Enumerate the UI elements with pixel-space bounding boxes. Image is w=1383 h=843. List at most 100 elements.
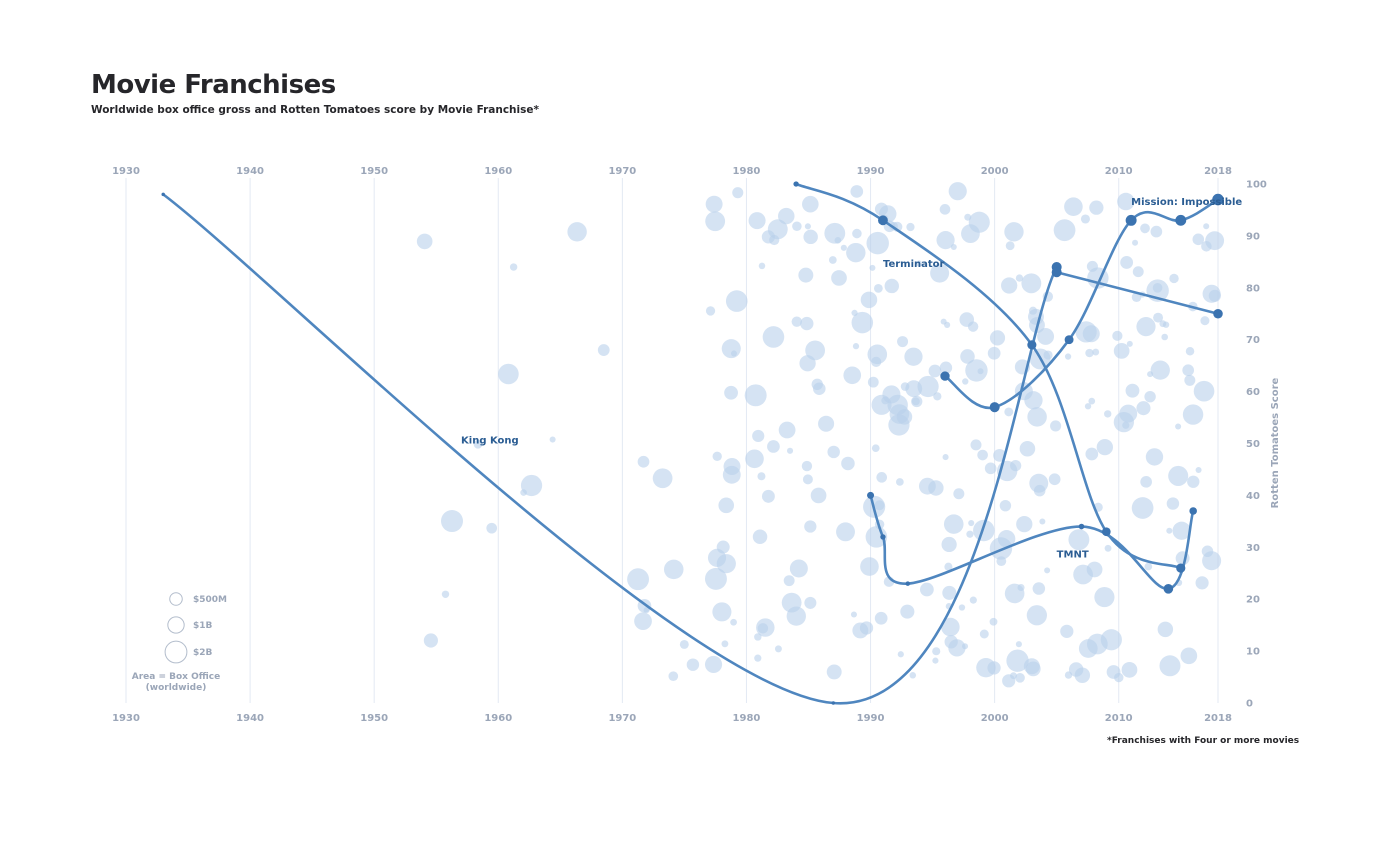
film-bubble	[1152, 282, 1163, 293]
film-bubble	[1075, 321, 1097, 343]
film-bubble	[1136, 317, 1156, 337]
film-bubble	[1019, 440, 1036, 457]
film-bubble	[841, 456, 855, 471]
film-bubble	[1084, 403, 1092, 410]
series-point-unnamed	[1213, 308, 1223, 319]
series-label: Mission: Impossible	[1131, 197, 1242, 208]
film-bubble	[965, 359, 988, 382]
film-bubble	[1145, 448, 1164, 466]
series-point-mission-impossible	[1175, 214, 1187, 226]
film-bubble	[1203, 223, 1210, 230]
film-bubble	[1027, 407, 1047, 427]
film-bubble	[716, 554, 736, 574]
film-bubble	[936, 231, 955, 250]
film-bubble	[1144, 562, 1153, 571]
series-label: Terminator	[883, 259, 945, 270]
film-bubble	[1195, 466, 1202, 473]
legend-circle	[169, 592, 183, 606]
film-bubble	[721, 339, 741, 359]
x-tick-bottom: 1950	[360, 713, 388, 724]
x-tick-top: 1970	[608, 166, 636, 177]
film-bubble	[1004, 407, 1014, 417]
film-bubble	[953, 488, 965, 500]
film-bubble	[712, 451, 722, 462]
film-bubble	[943, 514, 964, 534]
film-bubble	[792, 221, 802, 231]
film-bubble	[652, 468, 673, 489]
film-bubble	[1113, 411, 1135, 433]
series-point-mission-impossible	[1064, 335, 1074, 345]
series-point-tmnt	[905, 581, 911, 586]
film-bubble	[1002, 674, 1016, 688]
film-bubble	[1131, 497, 1154, 519]
x-tick-bottom: 1970	[608, 713, 636, 724]
film-bubble	[752, 529, 768, 544]
film-bubble	[1104, 410, 1112, 418]
film-bubble	[520, 489, 527, 496]
series-point-mission-impossible	[989, 402, 1000, 413]
film-bubble	[932, 657, 939, 664]
film-bubble	[973, 519, 995, 542]
film-bubble	[705, 211, 726, 232]
film-bubble	[932, 647, 941, 656]
axes: Rotten Tomatoes Score 1930 1930 1940 1940 19…	[112, 166, 1281, 724]
film-bubble	[441, 590, 450, 598]
film-bubble	[911, 395, 923, 408]
film-bubble	[1201, 241, 1212, 252]
legend-caption: Area = Box Office	[132, 672, 221, 682]
film-bubble	[867, 376, 879, 388]
film-bubble	[876, 472, 888, 483]
film-bubble	[987, 346, 1001, 360]
film-bubble	[1140, 223, 1150, 234]
film-bubble	[705, 306, 716, 316]
x-tick-bottom: 2010	[1105, 713, 1133, 724]
legend-label: $1B	[193, 621, 213, 631]
film-bubble	[1131, 292, 1142, 303]
film-bubble	[1136, 401, 1151, 416]
film-bubble	[754, 654, 762, 662]
film-bubble	[1202, 551, 1222, 571]
film-bubble	[498, 363, 519, 385]
film-bubble	[509, 263, 518, 271]
series-line-unnamed	[1055, 270, 1220, 316]
x-tick-top: 1940	[236, 166, 264, 177]
film-bubble	[1089, 200, 1104, 215]
film-bubble	[1113, 343, 1130, 359]
x-tick-bottom: 1940	[236, 713, 264, 724]
film-bubble	[942, 454, 949, 461]
film-bubble	[1126, 340, 1133, 347]
film-bubble	[802, 474, 813, 485]
film-bubble	[1168, 465, 1189, 486]
film-bubble	[1159, 655, 1181, 677]
film-bubble	[627, 568, 649, 591]
x-tick-top: 2000	[981, 166, 1009, 177]
film-bubble	[852, 228, 862, 239]
film-bubble	[1044, 567, 1051, 574]
film-bubble	[970, 439, 982, 451]
film-bubble	[1166, 497, 1180, 510]
series-point-tmnt	[1163, 584, 1174, 594]
grid-lines	[125, 178, 1219, 703]
film-bubble	[1150, 360, 1170, 380]
film-bubble	[757, 623, 769, 634]
film-bubble	[874, 500, 885, 511]
film-bubble	[968, 519, 975, 527]
film-bubble	[887, 394, 908, 416]
film-bubble	[860, 557, 879, 576]
y-tick: 40	[1246, 491, 1260, 502]
film-bubble	[668, 671, 679, 682]
film-bubble	[1064, 353, 1072, 360]
film-bubble	[679, 639, 689, 649]
film-bubble	[939, 361, 953, 375]
series-point-terminator	[793, 181, 799, 187]
x-tick-bottom: 1960	[484, 713, 512, 724]
film-bubble	[1120, 256, 1134, 269]
film-bubble	[725, 290, 748, 312]
y-tick: 0	[1246, 699, 1253, 710]
film-bubble	[804, 520, 817, 533]
film-bubble	[851, 309, 858, 316]
series-label: TMNT	[1057, 550, 1089, 561]
film-bubble	[597, 344, 610, 356]
film-bubble	[786, 447, 794, 454]
